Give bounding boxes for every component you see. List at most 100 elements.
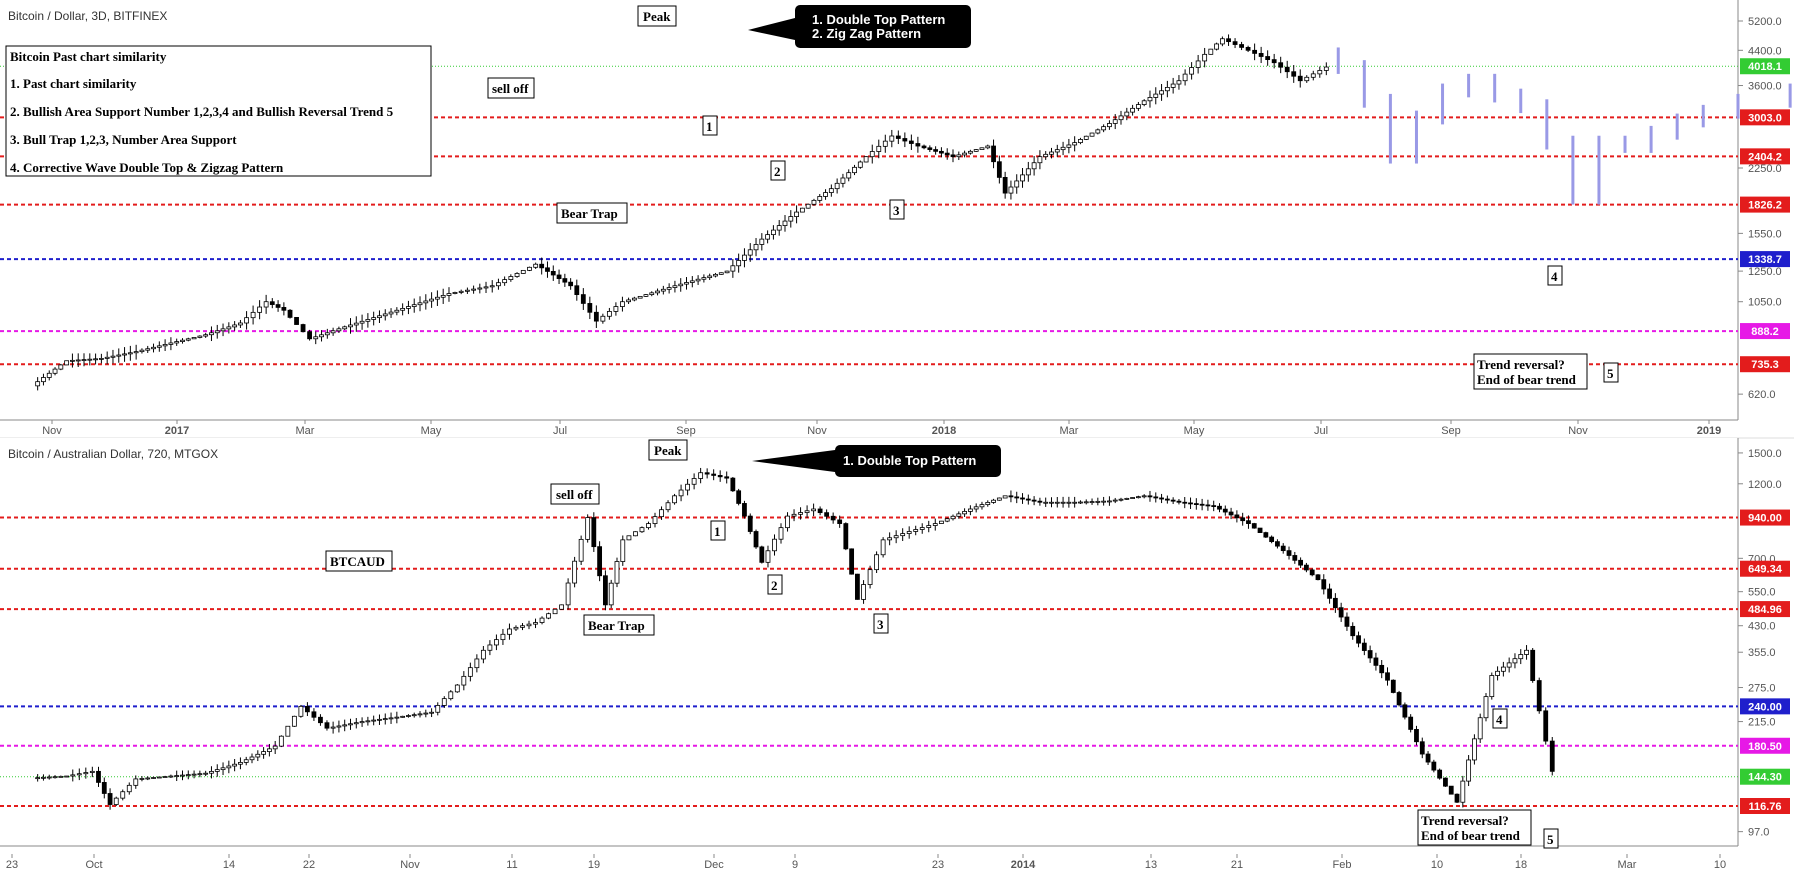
bottom-label-2-text: 2 <box>771 578 778 593</box>
candle-body <box>244 317 249 324</box>
candle-body <box>1037 500 1043 503</box>
candle-body <box>1271 59 1277 64</box>
candle-body <box>305 705 310 713</box>
candle-body <box>996 497 1002 501</box>
candle-body <box>342 326 348 330</box>
candle-body <box>1291 71 1297 77</box>
price-tag-label: 4018.1 <box>1748 61 1782 73</box>
candle-body <box>950 515 956 520</box>
candle-body <box>1257 527 1263 533</box>
bottom-label-3: 3 <box>873 613 889 634</box>
candle-body <box>730 477 736 492</box>
candle-body <box>98 358 104 360</box>
candle-body <box>1147 97 1153 102</box>
candle-body <box>263 301 269 308</box>
candle-body <box>1344 616 1350 627</box>
candle-body <box>1066 501 1072 504</box>
candle-body <box>1170 499 1176 502</box>
candle-body <box>527 266 532 271</box>
candle-body <box>1002 495 1008 499</box>
candle-body <box>1297 75 1303 82</box>
x-tick-label: 19 <box>588 859 600 871</box>
candle-body <box>578 538 584 562</box>
candle-body <box>110 355 116 358</box>
candle-body <box>991 145 996 163</box>
candle-body <box>933 149 939 152</box>
candle-body <box>817 196 823 201</box>
top-callout: 1. Double Top Pattern 2. Zig Zag Pattern <box>748 5 971 48</box>
candle-body <box>1072 501 1078 504</box>
candle-body <box>799 207 805 213</box>
projection-bar <box>1571 135 1575 205</box>
candle-body <box>991 499 996 503</box>
top-price-tags: 4018.1 3003.0 2404.2 1826.2 1338.7 888.2 735.3 <box>1740 58 1790 373</box>
top-label-2-text: 2 <box>774 164 781 179</box>
candle-body <box>747 249 753 256</box>
bottom-label-btcaud-text: BTCAUD <box>330 554 385 569</box>
candle-body <box>861 584 866 600</box>
price-tag <box>1740 356 1790 373</box>
candle-body <box>232 763 238 767</box>
candle-body <box>1176 80 1182 85</box>
candle-body <box>526 623 532 627</box>
candle-body <box>513 626 519 630</box>
candle-body <box>1258 53 1264 57</box>
info-box-line-2: 2. Bullish Area Support Number 1,2,3,4 a… <box>10 104 394 119</box>
candle-body <box>388 311 394 315</box>
candle-body <box>1083 135 1089 140</box>
candle-body <box>1222 508 1228 513</box>
candle-body <box>52 776 58 779</box>
candle-body <box>887 537 893 541</box>
candle-body <box>41 377 46 383</box>
candle-body <box>550 271 556 276</box>
candle-body <box>1025 168 1031 176</box>
top-callout-line-1: 1. Double Top Pattern <box>812 12 945 27</box>
candle-body <box>507 628 512 635</box>
candle-body <box>348 324 353 328</box>
candle-body <box>269 301 275 305</box>
price-tag-label: 940.00 <box>1748 513 1782 525</box>
candle-body <box>804 510 810 513</box>
x-tick-label: Sep <box>676 425 696 437</box>
candle-body <box>1303 564 1309 571</box>
candle-body <box>81 359 87 361</box>
candle-body <box>778 527 784 540</box>
price-tag-label: 144.30 <box>1748 772 1782 784</box>
x-tick-label: 2017 <box>165 425 189 437</box>
candle-body <box>646 523 651 529</box>
candle-body <box>1390 679 1396 693</box>
candle-body <box>639 527 645 533</box>
candle-body <box>626 299 631 303</box>
candle-body <box>765 550 771 563</box>
candle-body <box>874 554 880 571</box>
candle-body <box>382 313 388 317</box>
candle-body <box>665 502 671 511</box>
candle-body <box>232 324 238 328</box>
candle-body <box>1269 536 1275 543</box>
candle-body <box>494 639 499 646</box>
candle-body <box>1049 151 1054 155</box>
candle-body <box>214 330 220 334</box>
candle-body <box>539 617 545 623</box>
candle-body <box>238 322 243 326</box>
candle-body <box>423 712 429 715</box>
candle-body <box>830 515 836 521</box>
candle-body <box>546 613 551 619</box>
candle-body <box>805 203 811 209</box>
x-tick-label: Jul <box>1314 425 1328 437</box>
candle-body <box>1159 90 1164 95</box>
bottom-label-btcaud: BTCAUD <box>325 550 393 572</box>
candle-body <box>307 331 312 340</box>
y-tick-label: 275.0 <box>1748 683 1776 695</box>
bottom-pane: Bitcoin / Australian Dollar, 720, MTGOX … <box>0 438 1790 871</box>
price-tag-label: 2404.2 <box>1748 151 1782 163</box>
candle-body <box>474 658 480 669</box>
candle-body <box>1408 716 1414 730</box>
candle-body <box>1460 780 1466 803</box>
price-tag-label: 116.76 <box>1748 801 1781 813</box>
x-tick-label: 2018 <box>932 425 956 437</box>
projection-bar <box>1736 93 1740 119</box>
candle-body <box>1159 497 1164 500</box>
candle-body <box>46 776 52 779</box>
candle-body <box>197 773 203 776</box>
